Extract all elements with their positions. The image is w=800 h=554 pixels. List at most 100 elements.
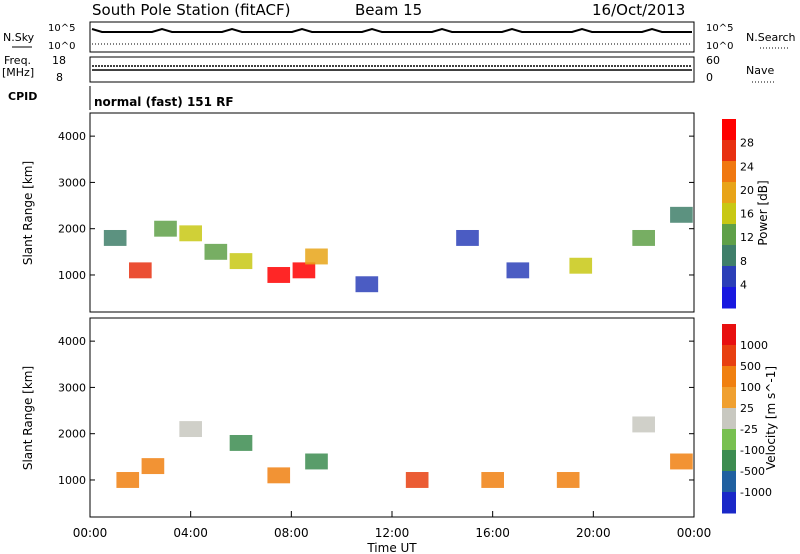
- colorbar-segment: [722, 140, 736, 162]
- colorbar-segment: [722, 203, 736, 225]
- colorbar-segment: [722, 471, 736, 493]
- cpid-label: CPID: [8, 90, 37, 103]
- y-tick-label: 2000: [58, 223, 86, 236]
- power-colorbar-label: Power [dB]: [756, 180, 770, 245]
- data-block-5: [229, 253, 253, 270]
- data-block-0: [103, 229, 127, 246]
- x-tick-label: 04:00: [173, 526, 208, 540]
- data-block-9: [632, 416, 655, 433]
- colorbar-tick-label: 20: [740, 184, 754, 197]
- nsky-tick-high: 10^5: [48, 23, 75, 34]
- colorbar-tick-label: 24: [740, 160, 754, 173]
- colorbar-tick-label: 8: [740, 255, 747, 268]
- colorbar-tick-label: 1000: [740, 339, 768, 352]
- nsearch-tick-low: 10^0: [706, 41, 733, 52]
- colorbar-tick-label: 500: [740, 360, 761, 373]
- colorbar-segment: [722, 119, 736, 141]
- y-tick-label: 3000: [58, 381, 86, 394]
- freq-label: Freq.: [4, 54, 31, 67]
- data-block-1: [129, 262, 152, 279]
- x-tick-label: 16:00: [475, 526, 510, 540]
- data-block-10: [670, 453, 693, 470]
- colorbar-segment: [722, 161, 736, 183]
- power-y-axis-label: Slant Range [km]: [21, 161, 35, 265]
- colorbar-tick-label: -25: [740, 423, 758, 436]
- nave-tick-low: 0: [706, 71, 713, 84]
- colorbar-tick-label: -100: [740, 444, 765, 457]
- y-tick-label: 3000: [58, 176, 86, 189]
- colorbar-tick-label: 25: [740, 402, 754, 415]
- x-tick-label: 12:00: [375, 526, 410, 540]
- data-block-3: [179, 225, 202, 242]
- velocity-panel-frame: [89, 317, 695, 518]
- data-block-4: [267, 467, 291, 484]
- nsearch-tick-high: 10^5: [706, 23, 733, 34]
- colorbar-segment: [722, 182, 736, 204]
- freq-tick-low: 8: [56, 71, 63, 84]
- beam-label: Beam 15: [355, 1, 422, 19]
- colorbar-segment: [722, 345, 736, 367]
- nave-label: Nave: [746, 64, 774, 77]
- colorbar-segment: [722, 450, 736, 472]
- colorbar-segment: [722, 224, 736, 246]
- data-block-6: [267, 267, 291, 283]
- data-block-2: [154, 220, 177, 237]
- data-block-8: [305, 248, 328, 265]
- velocity-y-ticks: 1000 2000 3000 4000: [58, 335, 694, 487]
- data-block-14: [670, 206, 693, 223]
- velocity-y-axis-label: Slant Range [km]: [21, 366, 35, 470]
- colorbar-segment: [722, 429, 736, 451]
- velocity-data-blocks: [116, 416, 693, 488]
- x-axis-ticks: 00:00 04:00 08:00 12:00 16:00 20:00 00:00: [73, 511, 712, 540]
- nsky-trace: [91, 27, 692, 33]
- nsky-label: N.Sky: [3, 31, 35, 44]
- data-block-5: [305, 453, 328, 470]
- x-tick-label: 20:00: [576, 526, 611, 540]
- colorbar-segment: [722, 408, 736, 430]
- y-tick-label: 1000: [58, 269, 86, 282]
- cpid-value: normal (fast) 151 RF: [94, 95, 234, 109]
- velocity-colorbar: 1000 500 100 25 -25 -100 -500 -1000: [722, 324, 772, 514]
- data-block-10: [456, 229, 479, 246]
- data-block-12: [569, 257, 593, 274]
- x-tick-label: 00:00: [73, 526, 108, 540]
- colorbar-segment: [722, 366, 736, 388]
- data-block-4: [204, 243, 228, 260]
- y-tick-label: 4000: [58, 130, 86, 143]
- y-tick-label: 1000: [58, 474, 86, 487]
- colorbar-segment: [722, 266, 736, 288]
- data-block-3: [229, 434, 253, 451]
- x-tick-label: 08:00: [274, 526, 309, 540]
- colorbar-tick-label: -500: [740, 465, 765, 478]
- freq-panel: [89, 56, 695, 83]
- power-y-ticks: 1000 2000 3000 4000: [58, 130, 694, 282]
- nsearch-label: N.Search: [746, 31, 796, 44]
- data-block-8: [556, 472, 580, 488]
- x-tick-label: 00:00: [677, 526, 712, 540]
- colorbar-tick-label: 100: [740, 381, 761, 394]
- data-block-7: [481, 472, 504, 488]
- colorbar-tick-label: 12: [740, 231, 754, 244]
- freq-unit: [MHz]: [2, 66, 34, 79]
- date-label: 16/Oct/2013: [592, 1, 685, 19]
- x-axis-label: Time UT: [366, 541, 417, 554]
- y-tick-label: 4000: [58, 335, 86, 348]
- colorbar-tick-label: 4: [740, 278, 747, 291]
- data-block-6: [405, 472, 429, 488]
- colorbar-segment: [722, 492, 736, 514]
- power-data-blocks: [103, 206, 693, 293]
- colorbar-segment: [722, 245, 736, 267]
- colorbar-tick-label: -1000: [740, 486, 772, 499]
- data-block-9: [355, 276, 379, 293]
- nsky-tick-low: 10^0: [48, 41, 75, 52]
- nsky-panel: [89, 21, 695, 53]
- colorbar-tick-label: 16: [740, 208, 754, 221]
- station-title: South Pole Station (fitACF): [92, 1, 290, 19]
- data-block-13: [632, 229, 655, 246]
- freq-tick-high: 18: [52, 54, 66, 67]
- data-block-0: [116, 472, 140, 488]
- nave-tick-high: 60: [706, 54, 720, 67]
- colorbar-tick-label: 28: [740, 137, 754, 150]
- data-block-7: [292, 262, 316, 279]
- data-block-11: [506, 262, 530, 279]
